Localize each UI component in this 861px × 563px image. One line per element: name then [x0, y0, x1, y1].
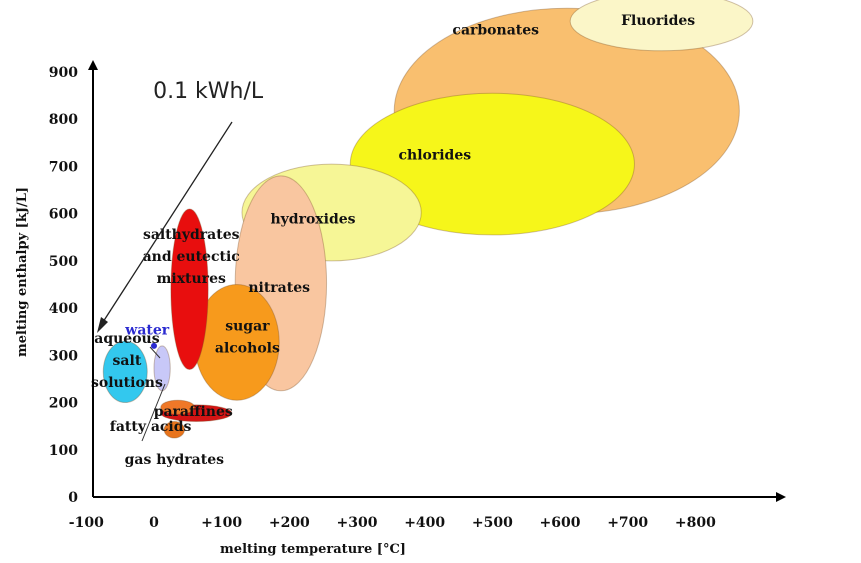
- y-axis-title: melting enthalpy [kJ/L]: [15, 187, 30, 357]
- label-chlorides: chlorides: [399, 148, 472, 164]
- y-tick-label-300: 300: [49, 348, 78, 364]
- label-aqueous-salt-solutions-line-1: aqueous: [94, 331, 159, 347]
- label-salthydrates-and-eutectic-mixtures-line-3: mixtures: [157, 271, 226, 287]
- label-nitrates: nitrates: [248, 280, 310, 296]
- label-salthydrates-and-eutectic-mixtures-line-1: salthydrates: [143, 227, 240, 243]
- x-tick-label-100: +100: [201, 515, 242, 531]
- leader-line-water: [149, 346, 161, 359]
- x-axis-title: melting temperature [°C]: [220, 542, 406, 557]
- label-sugar-alcohols-line-1: sugar: [225, 318, 270, 334]
- y-axis-arrowhead: [88, 60, 98, 70]
- annotation-arrowhead: [97, 317, 108, 333]
- label-aqueous-salt-solutions-line-3: solutions: [91, 375, 163, 391]
- label-layer: carbonates Fluorides chlorides hydroxides ni…: [91, 13, 695, 468]
- x-tick-label-0: 0: [149, 515, 159, 531]
- label-salthydrates-and-eutectic-mixtures-line-2: and eutectic: [143, 249, 240, 265]
- region-fatty-acids: [160, 399, 196, 415]
- y-tick-label-800: 800: [49, 112, 78, 128]
- label-hydroxides: hydroxides: [270, 211, 355, 227]
- x-tick-label-100: -100: [69, 515, 104, 531]
- label-paraffines: paraffines: [154, 404, 233, 420]
- label-aqueous-salt-solutions-line-2: salt: [113, 353, 142, 369]
- label-sugar-alcohols-line-2: alcohols: [215, 340, 280, 356]
- region-layer: [102, 0, 754, 439]
- region-fluorides: [569, 0, 754, 52]
- region-salthydrates-and-eutectic-mixtures: [170, 208, 209, 371]
- x-tick-label-400: +400: [404, 515, 445, 531]
- y-tick-label-200: 200: [49, 396, 78, 412]
- x-tick-label-600: +600: [540, 515, 581, 531]
- y-tick-label-400: 400: [49, 301, 78, 317]
- y-tick-label-600: 600: [49, 207, 78, 223]
- x-tick-label-800: +800: [675, 515, 716, 531]
- point-water: [151, 342, 157, 349]
- y-tick-label-100: 100: [49, 443, 78, 459]
- region-aqueous-salt-solutions: [102, 340, 148, 404]
- y-tick-label-500: 500: [49, 254, 78, 270]
- x-tick-label-300: +300: [337, 515, 378, 531]
- label-carbonates: carbonates: [452, 23, 539, 39]
- x-axis-arrowhead: [776, 492, 786, 502]
- point-layer: [151, 342, 157, 349]
- y-tick-label-0: 0: [68, 490, 78, 506]
- label-fluorides: Fluorides: [621, 13, 695, 29]
- x-tick-label-500: +500: [472, 515, 513, 531]
- y-tick-labels: 0 100 200 300 400 500 600 700 800 900: [49, 65, 78, 506]
- label-gas-hydrates: gas hydrates: [125, 452, 225, 468]
- annotation-0-1-kwh-l: 0.1 kWh/L: [153, 79, 264, 104]
- annotation-arrow-line: [102, 121, 233, 323]
- y-tick-label-700: 700: [49, 159, 78, 175]
- x-tick-labels: -100 0 +100 +200 +300 +400 +500 +600 +700 +800: [69, 515, 716, 531]
- label-fatty-acids: fatty acids: [110, 419, 192, 435]
- annotation-layer: 0.1 kWh/L: [97, 79, 264, 442]
- region-gas-hydrates: [163, 420, 185, 439]
- x-tick-label-700: +700: [607, 515, 648, 531]
- x-tick-label-200: +200: [269, 515, 310, 531]
- label-water: water: [124, 322, 169, 338]
- region-chlorides: [349, 92, 635, 236]
- y-tick-label-900: 900: [49, 65, 78, 81]
- leader-line-gas-hydrates: [141, 383, 166, 442]
